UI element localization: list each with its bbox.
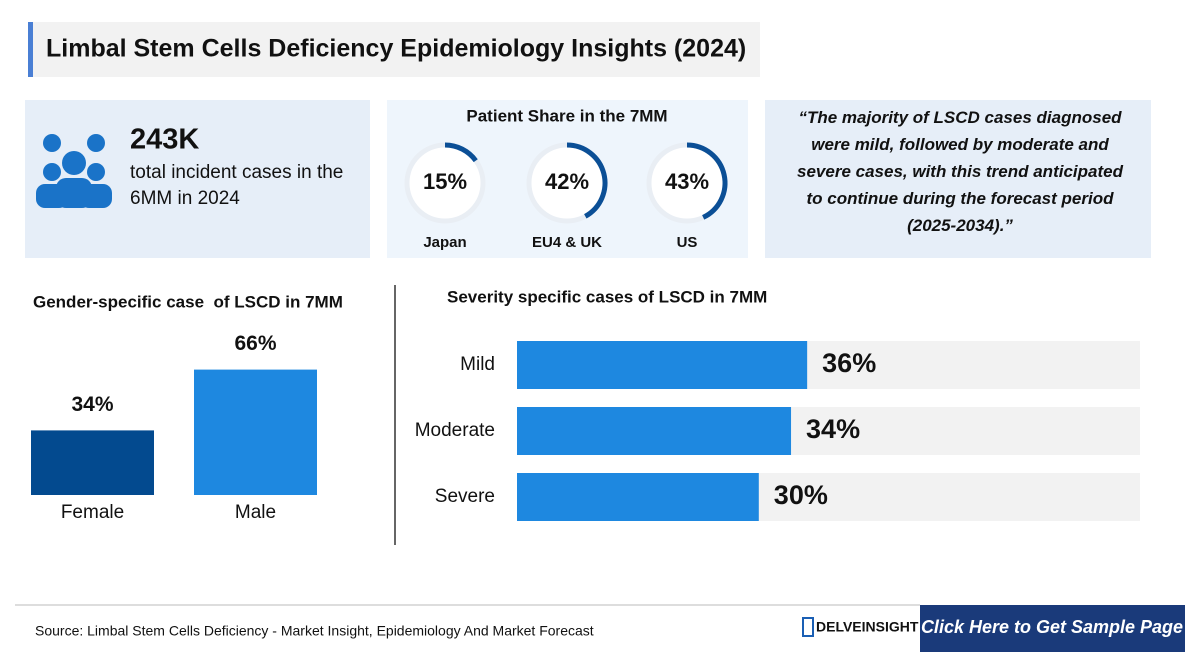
bar <box>194 369 317 495</box>
value-label: 34% <box>806 414 860 444</box>
donut-arc <box>566 142 608 219</box>
bar <box>517 407 792 455</box>
value-label: 66% <box>234 332 276 355</box>
stat-text: total incident cases in the 6MM in 2024 <box>130 162 344 209</box>
title-accent <box>28 22 33 77</box>
category-label: Severe <box>435 486 495 507</box>
value-label: 30% <box>774 480 828 510</box>
chart-title: Severity specific cases of LSCD in 7MM <box>447 287 767 306</box>
people-icon <box>36 134 112 208</box>
donut-arc <box>686 142 728 220</box>
value-label: 43% <box>665 169 709 194</box>
category-label: Japan <box>423 234 466 251</box>
chart-title: Gender-specific case of LSCD in 7MM <box>33 292 343 311</box>
category-label: EU4 & UK <box>532 234 602 251</box>
bar <box>517 473 759 521</box>
quote-box <box>765 100 1151 258</box>
bar <box>31 430 154 495</box>
category-label: Female <box>61 502 124 523</box>
chart-title: Patient Share in the 7MM <box>466 106 667 125</box>
stat-value: 243K <box>130 124 199 156</box>
quote-text: “The majority of LSCD cases diagnosed we… <box>797 108 1123 235</box>
brand-logo <box>802 617 814 637</box>
category-label: Mild <box>460 354 495 375</box>
donut-arc <box>444 142 478 163</box>
cta-button[interactable] <box>920 605 1185 652</box>
value-label: 42% <box>545 169 589 194</box>
bar <box>517 341 808 389</box>
category-label: Male <box>235 502 276 523</box>
cta-label[interactable]: Click Here to Get Sample Page <box>921 617 1183 637</box>
value-label: 36% <box>822 348 876 378</box>
source-note: Source: Limbal Stem Cells Deficiency - M… <box>35 623 594 639</box>
value-label: 15% <box>423 169 467 194</box>
category-label: US <box>677 234 698 251</box>
value-label: 34% <box>71 393 113 416</box>
category-label: Moderate <box>415 420 495 441</box>
title-box <box>28 22 760 77</box>
page-title: Limbal Stem Cells Deficiency Epidemiolog… <box>46 35 746 63</box>
brand-name: DELVEINSIGHT <box>816 619 919 635</box>
